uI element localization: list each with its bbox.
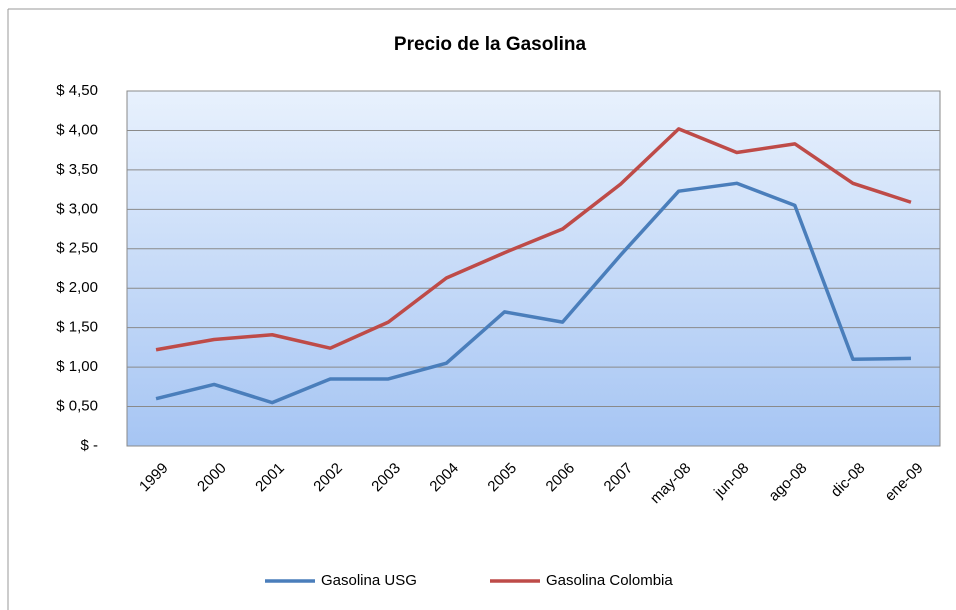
y-tick-label: $ 1,50 xyxy=(56,319,98,336)
x-tick-label: dic-08 xyxy=(828,460,869,501)
y-tick-label: $ 3,50 xyxy=(56,161,98,178)
chart-title: Precio de la Gasolina xyxy=(394,34,587,55)
legend-label: Gasolina USG xyxy=(321,572,417,589)
y-tick-label: $ 2,50 xyxy=(56,240,98,257)
y-tick-label: $ 2,00 xyxy=(56,279,98,296)
x-tick-label: ago-08 xyxy=(765,460,810,505)
x-tick-label: 2000 xyxy=(194,460,230,496)
x-tick-label: 2002 xyxy=(310,460,346,496)
legend-label: Gasolina Colombia xyxy=(546,572,673,589)
x-tick-label: 2001 xyxy=(252,460,288,496)
y-tick-label: $ - xyxy=(80,437,98,454)
y-tick-label: $ 4,50 xyxy=(56,82,98,99)
x-tick-label: 2004 xyxy=(426,460,462,496)
series-line xyxy=(155,181,911,405)
x-tick-label: 2007 xyxy=(601,460,637,496)
x-tick-label: ene-09 xyxy=(882,460,927,505)
y-tick-label: $ 1,00 xyxy=(56,358,98,375)
x-tick-label: 2006 xyxy=(543,460,579,496)
x-tick-label: 2005 xyxy=(484,460,520,496)
y-tick-label: $ 0,50 xyxy=(56,398,98,415)
series-line xyxy=(155,127,912,352)
y-tick-label: $ 3,00 xyxy=(56,200,98,217)
x-tick-label: 2003 xyxy=(368,460,404,496)
x-tick-label: jun-08 xyxy=(710,460,752,502)
y-tick-label: $ 4,00 xyxy=(56,121,98,138)
x-tick-label: may-08 xyxy=(647,460,694,507)
x-tick-label: 1999 xyxy=(136,460,172,496)
